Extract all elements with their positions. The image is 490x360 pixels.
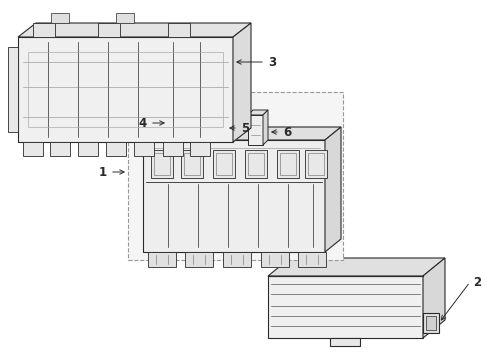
Polygon shape — [23, 142, 43, 156]
Polygon shape — [8, 47, 18, 132]
Polygon shape — [151, 150, 173, 178]
Polygon shape — [268, 276, 423, 338]
Polygon shape — [330, 338, 360, 346]
Polygon shape — [143, 127, 341, 140]
Polygon shape — [213, 150, 235, 178]
Polygon shape — [163, 142, 183, 156]
Polygon shape — [168, 23, 190, 37]
Polygon shape — [148, 252, 176, 267]
Polygon shape — [78, 142, 98, 156]
Polygon shape — [185, 252, 213, 267]
Polygon shape — [116, 13, 134, 23]
Polygon shape — [18, 37, 233, 142]
Polygon shape — [143, 140, 325, 252]
Text: 1: 1 — [99, 166, 107, 179]
Polygon shape — [190, 142, 210, 156]
Polygon shape — [222, 111, 226, 140]
Polygon shape — [208, 115, 222, 140]
Polygon shape — [106, 142, 126, 156]
Polygon shape — [51, 13, 69, 23]
Polygon shape — [183, 109, 188, 132]
Polygon shape — [423, 313, 439, 333]
Polygon shape — [277, 150, 299, 178]
Polygon shape — [268, 258, 445, 276]
Polygon shape — [263, 110, 268, 145]
Polygon shape — [261, 252, 289, 267]
Polygon shape — [134, 142, 154, 156]
Polygon shape — [168, 114, 183, 132]
Polygon shape — [426, 316, 436, 330]
Polygon shape — [33, 23, 55, 37]
Polygon shape — [223, 252, 251, 267]
Polygon shape — [98, 23, 120, 37]
Polygon shape — [325, 127, 341, 252]
Text: 3: 3 — [268, 55, 276, 68]
Polygon shape — [305, 150, 327, 178]
Polygon shape — [208, 111, 226, 115]
Polygon shape — [168, 109, 188, 114]
Text: 4: 4 — [139, 117, 147, 130]
Polygon shape — [50, 142, 70, 156]
Text: 5: 5 — [241, 122, 249, 135]
Polygon shape — [248, 110, 268, 115]
Text: 6: 6 — [283, 126, 291, 139]
Polygon shape — [18, 23, 251, 37]
Polygon shape — [181, 150, 203, 178]
Polygon shape — [128, 92, 343, 260]
Polygon shape — [298, 252, 326, 267]
Polygon shape — [233, 23, 251, 142]
Polygon shape — [423, 258, 445, 338]
Polygon shape — [248, 115, 263, 145]
Polygon shape — [245, 150, 267, 178]
Text: 2: 2 — [473, 275, 481, 288]
